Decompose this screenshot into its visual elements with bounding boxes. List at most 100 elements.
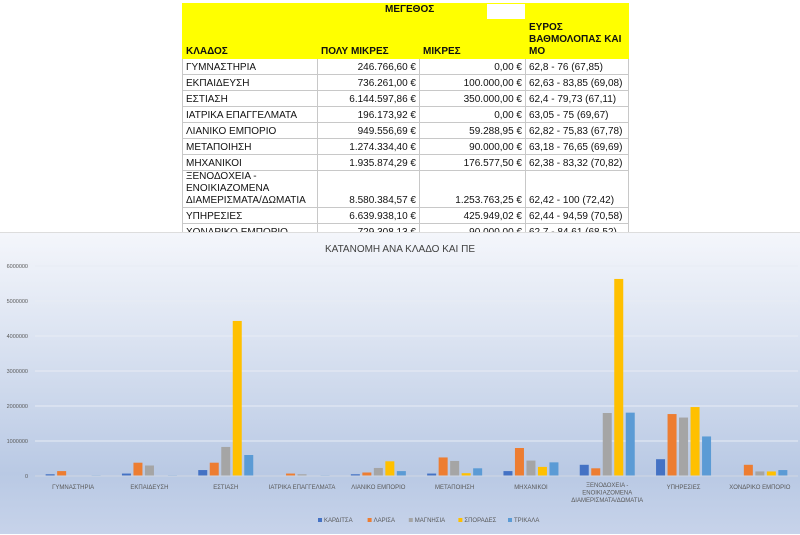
table-row: ΞΕΝΟΔΟΧΕΙΑ - ΕΝΟΙΚΙΑΖΟΜΕΝΑ ΔΙΑΜΕΡΙΣΜΑΤΑ/… (182, 170, 629, 208)
bar (690, 407, 700, 476)
x-tick-label: ΜΕΤΑΠΟΙΗΣΗ (435, 485, 474, 491)
x-tick-label: ΛΙΑΝΙΚΟ ΕΜΠΟΡΙΟ (351, 485, 405, 491)
bar (450, 460, 460, 476)
bar (614, 278, 624, 476)
table-cell: 62,82 - 75,83 (67,78) (525, 122, 629, 139)
x-tick-label: ΜΗΧΑΝΙΚΟΙ (514, 485, 548, 491)
bar (45, 474, 55, 476)
legend-label: ΣΠΟΡΑΔΕΣ (464, 518, 496, 524)
bar (133, 462, 143, 476)
table-cell: 350.000,00 € (419, 90, 526, 107)
legend-swatch (458, 518, 463, 522)
y-tick-label: 1000000 (7, 439, 28, 445)
bar (362, 472, 372, 476)
legend-label: ΜΑΓΝΗΣΙΑ (415, 518, 445, 524)
legend-swatch (367, 518, 372, 522)
table-cell: ΜΗΧΑΝΙΚΟΙ (182, 154, 318, 171)
bar (591, 468, 601, 476)
bar (766, 471, 776, 476)
table-cell: ΕΣΤΙΑΣΗ (182, 90, 318, 107)
table-row: ΥΠΗΡΕΣΙΕΣ 6.639.938,10 €425.949,02 €62,44… (182, 207, 629, 224)
table-row: ΙΑΤΡΙΚΑ ΕΠΑΓΓΕΛΜΑΤΑ 196.173,92 €0,00 €63,… (182, 106, 629, 123)
x-tick-label: ΕΚΠΑΙΔΕΥΣΗ (130, 485, 168, 491)
table-cell: 62,4 - 79,73 (67,11) (525, 90, 629, 107)
bar (778, 470, 788, 476)
legend-swatch (318, 518, 322, 522)
bar (514, 448, 524, 476)
table-cell: 62,8 - 76 (67,85) (525, 58, 629, 75)
legend-label: ΚΑΡΔΙΤΣΑ (324, 518, 353, 524)
table-cell: 8.580.384,57 € (317, 170, 420, 208)
table-cell: 62,63 - 83,85 (69,08) (525, 74, 629, 91)
bar (286, 473, 296, 476)
data-table: ΜΕΓΕΘΟΣ ΚΛΑΔΟΣ ΠΟΛΥ ΜΙΚΡΕΣ ΜΙΚΡΕΣ ΕΥΡΟΣ ΒΑΘΜ… (182, 3, 629, 240)
bar (297, 474, 307, 476)
x-tick-label: ΙΑΤΡΙΚΑ ΕΠΑΓΓΕΛΜΑΤΑ (269, 485, 336, 491)
table-cell: 90.000,00 € (419, 138, 526, 155)
table-row: ΕΚΠΑΙΔΕΥΣΗ 736.261,00 €100.000,00 €62,63 … (182, 74, 629, 91)
table-cell: 736.261,00 € (317, 74, 420, 91)
table-cell: 100.000,00 € (419, 74, 526, 91)
table-cell: ΜΕΤΑΠΟΙΗΣΗ (182, 138, 318, 155)
table-cell: 0,00 € (419, 58, 526, 75)
chart-svg: ΚΑΤΑΝΟΜΗ ΑΝΑ ΚΛΑΔΟ ΚΑΙ ΠΕ 0 1000000 2000000… (7, 244, 798, 524)
bar (396, 471, 406, 476)
table-cell: ΛΙΑΝΙΚΟ ΕΜΠΟΡΙΟ (182, 122, 318, 139)
chart-title: ΚΑΤΑΝΟΜΗ ΑΝΑ ΚΛΑΔΟ ΚΑΙ ΠΕ (325, 244, 475, 255)
bar (473, 468, 483, 476)
table-cell: ΓΥΜΝΑΣΤΗΡΙΑ (182, 58, 318, 75)
bar (198, 470, 208, 476)
bar (537, 466, 547, 476)
table-row: ΓΥΜΝΑΣΤΗΡΙΑ 246.766,60 €0,00 €62,8 - 76 (… (182, 58, 629, 75)
column-header: ΜΙΚΡΕΣ (419, 19, 526, 59)
y-tick-label: 4000000 (7, 334, 28, 340)
bar (121, 473, 131, 476)
table-cell: 6.639.938,10 € (317, 207, 420, 224)
bar (679, 417, 689, 476)
bar (350, 474, 360, 476)
bar (57, 471, 67, 476)
bar (755, 471, 765, 476)
bar (743, 464, 753, 476)
table-cell: 0,00 € (419, 106, 526, 123)
y-tick-label: 6000000 (7, 264, 28, 270)
table-row: ΜΗΧΑΝΙΚΟΙ 1.935.874,29 €176.577,50 €62,38… (182, 154, 629, 171)
table-cell: 176.577,50 € (419, 154, 526, 171)
x-tick-label-wrapped: ΞΕΝΟΔΟΧΕΙΑ -ΕΝΟΙΚΙΑΖΟΜΕΝΑ ΔΙΑΜΕΡΙΣΜΑΤΑ/ΔΩ… (571, 483, 643, 504)
x-tick-label: ΓΥΜΝΑΣΤΗΡΙΑ (52, 485, 94, 491)
bar (244, 455, 254, 476)
table-cell: 196.173,92 € (317, 106, 420, 123)
table-cell: 62,44 - 94,59 (70,58) (525, 207, 629, 224)
column-header: ΠΟΛΥ ΜΙΚΡΕΣ (317, 19, 420, 59)
table-row: ΜΕΤΑΠΟΙΗΣΗ 1.274.334,40 €90.000,00 €63,18… (182, 138, 629, 155)
bar (373, 467, 383, 476)
bar-chart: ΚΑΤΑΝΟΜΗ ΑΝΑ ΚΛΑΔΟ ΚΑΙ ΠΕ 0 1000000 2000000… (0, 232, 800, 534)
bar (438, 457, 448, 476)
table-cell: 949.556,69 € (317, 122, 420, 139)
bar (209, 462, 219, 476)
bar (503, 471, 513, 476)
x-tick-label: ΥΠΗΡΕΣΙΕΣ (667, 485, 701, 491)
table-cell: ΞΕΝΟΔΟΧΕΙΑ - ΕΝΟΙΚΙΑΖΟΜΕΝΑ ΔΙΑΜΕΡΙΣΜΑΤΑ/… (182, 170, 318, 208)
bar (549, 462, 559, 476)
legend-swatch (408, 518, 413, 522)
legend-swatch (508, 518, 512, 522)
table-cell: 425.949,02 € (419, 207, 526, 224)
bar (526, 460, 536, 476)
column-header: ΚΛΑΔΟΣ (182, 19, 318, 59)
table-cell: 62,42 - 100 (72,42) (525, 170, 629, 208)
table-row: ΛΙΑΝΙΚΟ ΕΜΠΟΡΙΟ 949.556,69 €59.288,95 €62… (182, 122, 629, 139)
bar (427, 473, 437, 476)
bar (461, 473, 471, 476)
x-tick-label: ΧΟΝΔΡΙΚΟ ΕΜΠΟΡΙΟ (729, 485, 790, 491)
table-cell: 62,38 - 83,32 (70,82) (525, 154, 629, 171)
bar (625, 412, 635, 476)
bar (144, 465, 154, 476)
bar (385, 461, 395, 476)
bar (221, 446, 231, 476)
table-cell: 59.288,95 € (419, 122, 526, 139)
column-header: ΕΥΡΟΣ ΒΑΘΜΟΛΟΠΑΣ ΚΑΙ ΜΟ (525, 19, 629, 59)
table-cell: 6.144.597,86 € (317, 90, 420, 107)
table-cell: ΥΠΗΡΕΣΙΕΣ (182, 207, 318, 224)
y-tick-label: 3000000 (7, 369, 28, 375)
